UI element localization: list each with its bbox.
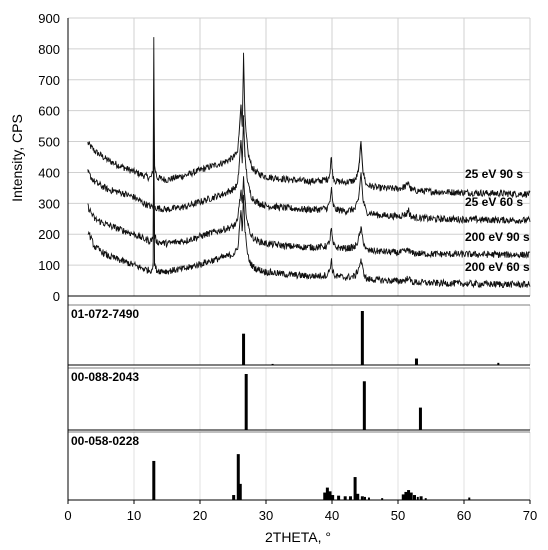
- x-tick-label-4: 40: [325, 508, 339, 523]
- ref2-peak-21: [413, 495, 416, 500]
- y-tick-label-0: 0: [53, 289, 60, 304]
- axis-ticks: 0 100 200 300 400 500 600 700 800 900 0 10 20 30 40 50 6…: [38, 11, 537, 523]
- ref2-peak-18: [404, 491, 408, 500]
- y-tick-label-9: 900: [38, 11, 60, 26]
- reference-patterns: 01-072-7490 00-088-2043 00-058-0228: [71, 307, 500, 500]
- ref0-peak-1: [271, 363, 274, 365]
- y-tick-label-4: 400: [38, 165, 60, 180]
- ref2-peak-19: [407, 490, 411, 500]
- ref2-peak-1: [232, 495, 236, 500]
- x-tick-label-5: 50: [391, 508, 405, 523]
- ref2-peak-25: [468, 497, 471, 500]
- ref-pattern-label-2: 00-058-0228: [71, 434, 139, 448]
- y-tick-label-8: 800: [38, 42, 60, 57]
- ref2-peak-20: [409, 492, 413, 500]
- y-tick-label-5: 500: [38, 135, 60, 150]
- ref2-peak-9: [343, 496, 347, 500]
- y-tick-label-3: 300: [38, 196, 60, 211]
- ref2-peak-14: [364, 496, 366, 500]
- ref0-peak-2: [360, 311, 364, 365]
- x-axis-title: 2THETA, °: [265, 529, 331, 545]
- ref2-peak-3: [238, 483, 242, 500]
- series-line-3: [87, 135, 531, 289]
- y-tick-label-1: 100: [38, 258, 60, 273]
- series-label-3: 200 eV 60 s: [465, 260, 530, 274]
- ref2-peak-12: [356, 493, 360, 500]
- ref2-peak-4: [323, 492, 327, 500]
- ref1-peak-2: [418, 407, 422, 430]
- x-tick-label-0: 0: [64, 508, 71, 523]
- series-label-0: 25 eV 90 s: [465, 167, 523, 181]
- grid-lines: [67, 17, 531, 500]
- x-tick-label-6: 60: [457, 508, 471, 523]
- ref2-peak-15: [367, 497, 370, 500]
- ref2-peak-17: [401, 494, 405, 500]
- ref2-peak-0: [152, 460, 156, 500]
- ref2-peak-6: [328, 491, 332, 500]
- series-line-0: [87, 37, 531, 199]
- ref-pattern-label-0: 01-072-7490: [71, 307, 139, 321]
- y-tick-label-2: 200: [38, 227, 60, 242]
- y-axis-title: Intensity, CPS: [9, 114, 25, 202]
- ref0-peak-4: [497, 362, 500, 365]
- ref2-peak-23: [419, 496, 423, 500]
- ref2-peak-16: [381, 498, 384, 500]
- ref1-peak-0: [244, 374, 248, 430]
- ref2-peak-10: [348, 496, 352, 500]
- series-label-1: 25 eV 60 s: [465, 195, 523, 209]
- ref2-peak-11: [353, 477, 357, 500]
- ref2-peak-13: [360, 496, 364, 500]
- ref2-peak-2: [236, 454, 240, 500]
- series-line-1: [87, 115, 531, 225]
- ref2-peak-22: [416, 496, 419, 500]
- x-tick-label-7: 70: [523, 508, 537, 523]
- ref2-peak-7: [331, 495, 335, 500]
- x-tick-label-2: 20: [193, 508, 207, 523]
- series-label-2: 200 eV 90 s: [465, 230, 530, 244]
- ref-pattern-label-1: 00-088-2043: [71, 370, 139, 384]
- x-tick-label-1: 10: [127, 508, 141, 523]
- ref0-peak-0: [242, 333, 246, 365]
- ref0-peak-3: [414, 358, 418, 365]
- ref2-peak-8: [337, 495, 341, 500]
- y-tick-label-7: 700: [38, 73, 60, 88]
- panel-frames: [67, 18, 530, 501]
- x-tick-label-3: 30: [259, 508, 273, 523]
- ref2-peak-24: [424, 498, 427, 500]
- xrd-series: 25 eV 90 s 25 eV 60 s 200 eV 90 s 200 eV 60…: [87, 37, 531, 289]
- ref2-peak-5: [325, 487, 329, 500]
- ref1-peak-1: [362, 381, 366, 430]
- y-tick-label-6: 600: [38, 104, 60, 119]
